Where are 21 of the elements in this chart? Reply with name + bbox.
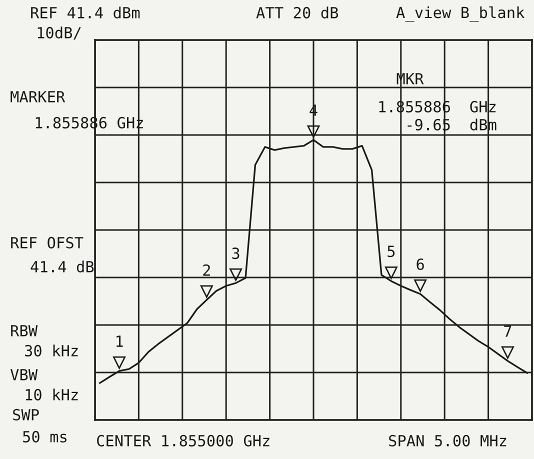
text: REF OFST [11,236,84,248]
annotation: 5 [388,246,395,258]
annotation: 6 [416,258,424,270]
text: SPAN 5.00 MHz [389,434,506,446]
text: 10 kHz [26,388,78,400]
text: 10dB/ [38,26,81,40]
text: A_view B_blank [396,6,525,22]
text: MARKER [10,91,66,102]
text: CENTER 1.855000 GHz [97,434,270,446]
text: ATT 20 dB [256,6,338,18]
text: RBW [11,325,38,336]
text: SWP [13,408,39,420]
text: 41.4 dB [30,260,94,272]
annotation: 3 [232,248,240,260]
annotation: 7 [504,326,512,337]
text: VBW [10,369,38,380]
annotation: 2 [203,264,210,276]
text: 30 kHz [25,344,78,356]
text: REF 41.4 dBm [31,6,140,18]
text: 50 ms [23,430,66,442]
annotation: 1 [116,336,123,347]
